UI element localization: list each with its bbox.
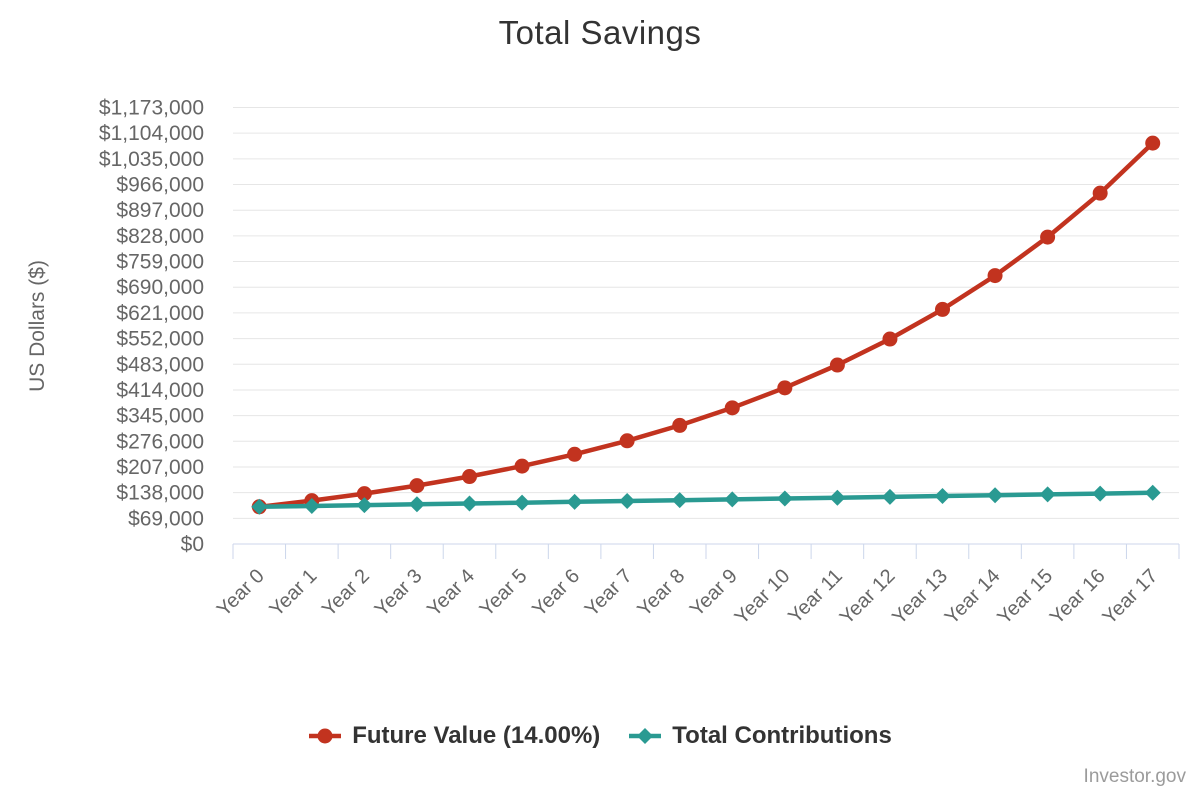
data-point-marker[interactable] xyxy=(409,478,425,494)
y-gridlines xyxy=(233,107,1179,519)
data-point-marker[interactable] xyxy=(934,488,951,505)
series-future-value xyxy=(251,135,1161,515)
data-point-marker[interactable] xyxy=(356,497,373,514)
x-axis-label: Year 10 xyxy=(731,565,795,629)
data-point-marker[interactable] xyxy=(1145,135,1161,151)
data-point-marker[interactable] xyxy=(514,494,531,511)
y-axis-label: $483,000 xyxy=(116,353,204,376)
x-axis-label: Year 14 xyxy=(941,565,1005,629)
y-axis-label: $966,000 xyxy=(116,174,204,197)
data-point-marker[interactable] xyxy=(1144,484,1161,501)
data-point-marker[interactable] xyxy=(1092,185,1108,201)
y-axis-label: $414,000 xyxy=(116,379,204,402)
x-axis-label: Year 6 xyxy=(528,565,584,621)
x-axis-label: Year 0 xyxy=(213,565,269,621)
source-watermark: Investor.gov xyxy=(1083,766,1186,787)
y-axis-label: $897,000 xyxy=(116,199,204,222)
y-axis-label: $621,000 xyxy=(116,302,204,325)
data-point-marker[interactable] xyxy=(829,357,845,373)
data-point-marker[interactable] xyxy=(1039,486,1056,503)
data-point-marker[interactable] xyxy=(987,487,1004,504)
chart-title: Total Savings xyxy=(498,14,702,51)
data-point-marker[interactable] xyxy=(881,488,898,505)
series-group xyxy=(251,135,1161,515)
y-axis-label: $1,173,000 xyxy=(99,97,204,120)
data-point-marker[interactable] xyxy=(987,268,1003,284)
data-point-marker[interactable] xyxy=(724,400,740,416)
x-axis-label: Year 15 xyxy=(993,565,1057,629)
y-axis-label: $276,000 xyxy=(116,430,204,453)
data-point-marker[interactable] xyxy=(619,433,635,449)
x-axis-label: Year 17 xyxy=(1098,565,1162,629)
data-point-marker[interactable] xyxy=(776,490,793,507)
data-point-marker[interactable] xyxy=(1092,485,1109,502)
x-axis-line-and-ticks xyxy=(232,543,1180,559)
y-axis-label: $0 xyxy=(181,533,204,556)
y-axis-tick-labels: $0 $69,000$138,000 $207,000 $276,000$345,00… xyxy=(99,97,204,557)
series-line xyxy=(259,141,1155,510)
data-point-marker[interactable] xyxy=(462,469,477,485)
data-point-marker[interactable] xyxy=(724,491,741,508)
data-point-marker[interactable] xyxy=(935,301,950,317)
data-point-marker[interactable] xyxy=(514,458,530,474)
y-axis-label: $207,000 xyxy=(116,456,204,479)
data-point-marker[interactable] xyxy=(1040,229,1056,245)
x-axis-label: Year 8 xyxy=(633,565,689,621)
data-point-marker[interactable] xyxy=(408,496,425,513)
legend-item-future-value[interactable]: Future Value (14.00%) xyxy=(308,722,600,750)
data-point-marker[interactable] xyxy=(829,489,846,506)
x-axis-label: Year 3 xyxy=(371,565,427,621)
total-contributions-marker-icon xyxy=(629,728,662,744)
series-total-contributions xyxy=(251,484,1161,515)
y-axis-label: $552,000 xyxy=(116,328,204,351)
x-axis-label: Year 7 xyxy=(581,565,637,621)
x-axis-label: Year 13 xyxy=(888,565,952,629)
legend-label-future-value: Future Value (14.00%) xyxy=(352,722,601,749)
y-axis-label: $1,035,000 xyxy=(99,148,204,171)
data-point-marker[interactable] xyxy=(882,331,898,347)
data-point-marker[interactable] xyxy=(303,497,320,514)
y-axis-label: $69,000 xyxy=(128,507,204,530)
x-axis-label: Year 16 xyxy=(1046,565,1110,629)
y-axis-label: $828,000 xyxy=(116,225,204,248)
legend-label-total-contributions: Total Contributions xyxy=(672,722,892,749)
x-axis-label: Year 2 xyxy=(318,565,374,621)
data-point-marker[interactable] xyxy=(672,417,688,433)
y-axis-label: $1,104,000 xyxy=(99,122,204,145)
y-axis-label: $759,000 xyxy=(116,251,204,274)
y-axis-label: $345,000 xyxy=(116,405,204,428)
data-point-marker[interactable] xyxy=(567,446,583,462)
y-axis-title: US Dollars ($) xyxy=(26,260,49,392)
x-axis-label: Year 4 xyxy=(423,565,479,621)
y-axis-label: $138,000 xyxy=(116,482,204,505)
x-axis-label: Year 12 xyxy=(836,565,900,629)
data-point-marker[interactable] xyxy=(251,498,268,515)
data-point-marker[interactable] xyxy=(356,486,372,502)
data-point-marker[interactable] xyxy=(619,493,636,510)
future-value-marker-icon xyxy=(309,728,342,744)
x-axis-label: Year 11 xyxy=(784,565,847,628)
x-axis-label: Year 1 xyxy=(265,565,321,621)
data-point-marker[interactable] xyxy=(777,380,793,396)
y-axis-label: $690,000 xyxy=(116,276,204,299)
data-point-marker[interactable] xyxy=(461,495,478,512)
chart-legend: Future Value (14.00%) Total Contribution… xyxy=(0,722,1200,750)
data-point-marker[interactable] xyxy=(566,493,583,510)
x-axis-label: Year 5 xyxy=(476,565,532,621)
legend-item-total-contributions[interactable]: Total Contributions xyxy=(628,722,892,750)
series-line xyxy=(259,490,1153,510)
data-point-marker[interactable] xyxy=(671,492,688,509)
